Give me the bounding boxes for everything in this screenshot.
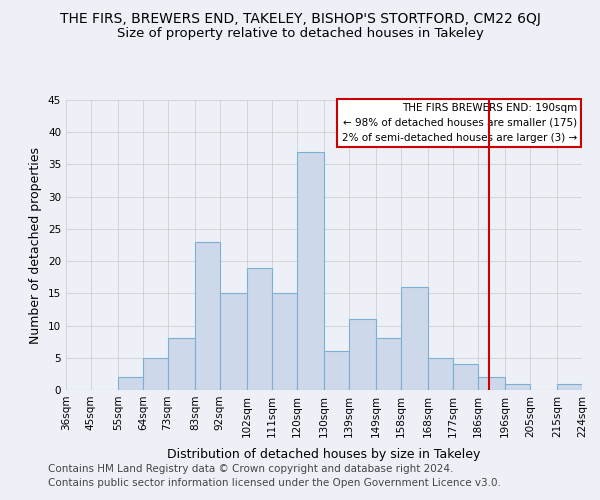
X-axis label: Distribution of detached houses by size in Takeley: Distribution of detached houses by size … <box>167 448 481 461</box>
Bar <box>505 384 530 390</box>
Bar <box>220 294 247 390</box>
Text: Contains HM Land Registry data © Crown copyright and database right 2024.
Contai: Contains HM Land Registry data © Crown c… <box>48 464 501 487</box>
Bar <box>296 152 324 390</box>
Bar <box>143 358 167 390</box>
Y-axis label: Number of detached properties: Number of detached properties <box>29 146 43 344</box>
Bar <box>167 338 195 390</box>
Bar <box>557 384 582 390</box>
Text: THE FIRS, BREWERS END, TAKELEY, BISHOP'S STORTFORD, CM22 6QJ: THE FIRS, BREWERS END, TAKELEY, BISHOP'S… <box>59 12 541 26</box>
Bar <box>401 287 428 390</box>
Bar <box>272 294 296 390</box>
Bar <box>376 338 401 390</box>
Bar <box>118 377 143 390</box>
Text: THE FIRS BREWERS END: 190sqm
← 98% of detached houses are smaller (175)
2% of se: THE FIRS BREWERS END: 190sqm ← 98% of de… <box>341 103 577 142</box>
Bar <box>247 268 272 390</box>
Bar <box>428 358 453 390</box>
Bar <box>324 352 349 390</box>
Bar <box>478 377 505 390</box>
Bar <box>349 319 376 390</box>
Bar <box>195 242 220 390</box>
Text: Size of property relative to detached houses in Takeley: Size of property relative to detached ho… <box>116 28 484 40</box>
Bar <box>453 364 478 390</box>
